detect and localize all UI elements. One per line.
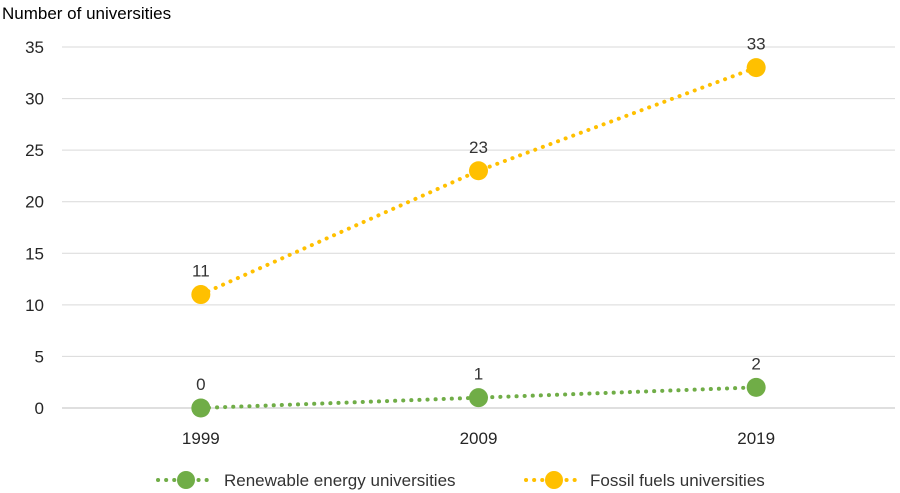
series-line — [198, 65, 759, 297]
data-point — [191, 285, 211, 305]
legend-marker — [177, 471, 195, 489]
y-tick-label: 25 — [25, 141, 44, 160]
data-point — [746, 377, 766, 397]
y-tick-label: 15 — [25, 244, 44, 263]
y-tick-label: 20 — [25, 193, 44, 212]
data-point — [469, 161, 488, 181]
x-axis-ticks: 1999 2009 2019 — [182, 429, 775, 448]
data-label: 1 — [474, 365, 483, 384]
series-line — [198, 385, 759, 410]
gridlines — [62, 46, 895, 409]
legend: Renewable energy universities Fossil fuel… — [156, 471, 765, 490]
y-tick-label: 0 — [35, 399, 44, 418]
data-point — [746, 58, 766, 78]
x-tick-label: 2009 — [460, 429, 498, 448]
y-tick-label: 10 — [25, 296, 44, 315]
y-axis-title: Number of universities — [2, 4, 171, 23]
legend-item: Renewable energy universities — [156, 471, 456, 490]
data-label: 33 — [747, 35, 766, 54]
series-1: 0 1 2 — [191, 354, 766, 418]
data-point — [191, 398, 211, 418]
series-layer: 0 1 2 11 23 33 — [191, 35, 766, 418]
data-point — [469, 388, 488, 408]
data-label: 23 — [469, 138, 488, 157]
series-2: 11 23 33 — [191, 35, 766, 305]
legend-label: Renewable energy universities — [224, 471, 456, 490]
x-tick-label: 2019 — [737, 429, 775, 448]
data-label: 2 — [751, 354, 760, 373]
data-label: 11 — [192, 262, 210, 281]
legend-label: Fossil fuels universities — [590, 471, 765, 490]
y-axis-ticks: 0 5 10 15 20 25 30 35 — [25, 38, 44, 418]
legend-item: Fossil fuels universities — [524, 471, 765, 490]
data-label: 0 — [196, 375, 205, 394]
legend-marker — [545, 471, 563, 489]
y-tick-label: 35 — [25, 38, 44, 57]
x-tick-label: 1999 — [182, 429, 220, 448]
y-tick-label: 5 — [35, 347, 44, 366]
y-tick-label: 30 — [25, 90, 44, 109]
